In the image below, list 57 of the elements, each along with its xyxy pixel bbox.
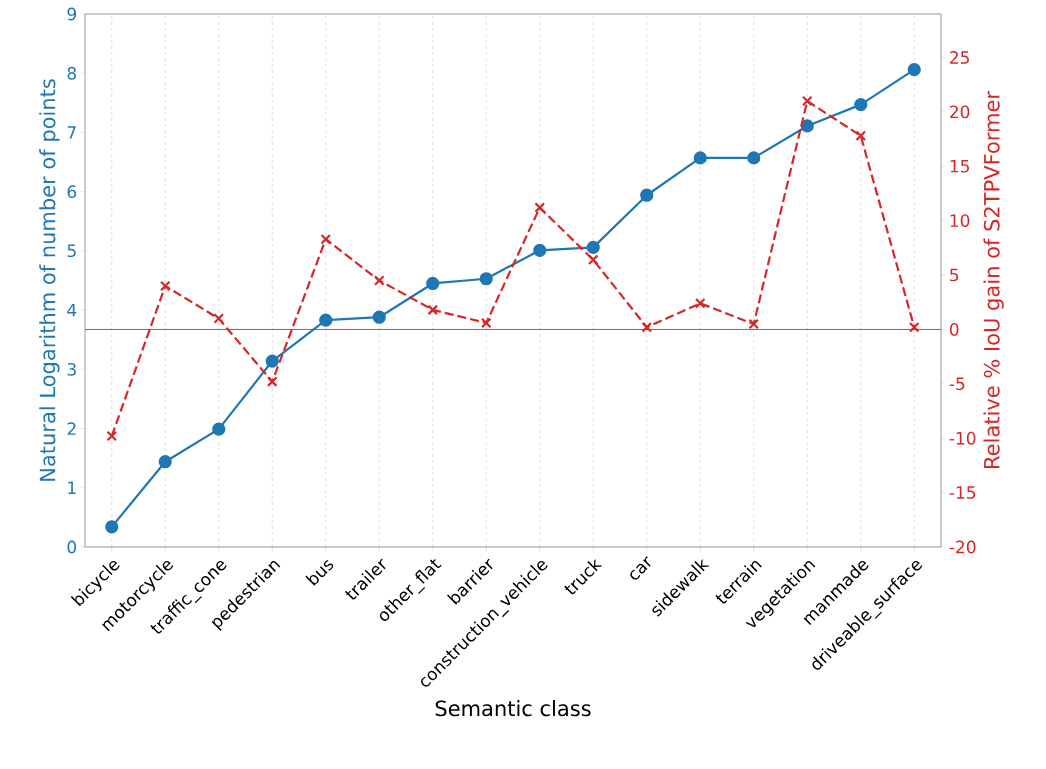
y-tick-label: 2	[67, 422, 76, 435]
point	[265, 354, 279, 368]
y-tick-label: 1	[68, 481, 76, 494]
y-tick-label: 6	[67, 185, 77, 199]
y-axis-title: Natural Logarithm of number of points	[39, 79, 60, 481]
y2-axis-title: Relative % IoU gain of S2TPVFormer	[983, 90, 1004, 468]
x-tick-label: bus	[305, 559, 334, 586]
y-tick-label: 3	[67, 362, 76, 376]
point	[106, 430, 118, 442]
y2-tick-label: -15	[949, 486, 976, 499]
point	[212, 422, 226, 436]
point	[427, 304, 439, 316]
point	[747, 151, 761, 165]
y2-tick-label: 20	[950, 105, 970, 119]
point	[908, 321, 920, 333]
y-tick-label: 7	[67, 126, 76, 139]
point	[748, 318, 760, 330]
y-tick-label: 9	[67, 7, 76, 21]
y2-tick-label: 10	[950, 214, 970, 228]
point	[533, 243, 547, 257]
point	[641, 321, 653, 333]
y-tick-label: 5	[67, 244, 76, 258]
point	[587, 254, 599, 266]
y2-tick-label: 5	[950, 268, 959, 282]
point	[586, 240, 600, 254]
point	[158, 455, 172, 469]
point	[266, 376, 278, 387]
point	[213, 313, 225, 324]
point	[480, 317, 492, 329]
y-tick-label: 0	[67, 540, 77, 554]
x-axis-title: Semantic class	[435, 700, 591, 717]
y2-tick-label: -10	[949, 431, 976, 445]
point	[640, 188, 654, 202]
x-tick-label: car	[630, 556, 651, 580]
point	[854, 98, 868, 112]
point	[800, 119, 814, 133]
point	[801, 95, 813, 107]
y-tick-label: 8	[67, 66, 77, 80]
point	[320, 233, 332, 245]
y-tick-label: 4	[67, 303, 77, 317]
point	[479, 272, 493, 286]
point	[159, 280, 171, 292]
y2-tick-label: 0	[949, 323, 959, 336]
point	[319, 313, 333, 327]
point	[694, 298, 706, 309]
point	[373, 275, 385, 286]
point	[534, 202, 546, 213]
y2-tick-label: -20	[949, 540, 976, 554]
y2-tick-label: -5	[949, 377, 965, 391]
point	[372, 310, 386, 324]
point	[426, 276, 440, 291]
point	[855, 130, 867, 142]
y2-tick-label: 25	[950, 51, 969, 64]
point	[693, 151, 707, 165]
point	[907, 63, 921, 77]
y2-tick-label: 15	[950, 159, 969, 173]
point	[105, 520, 119, 534]
